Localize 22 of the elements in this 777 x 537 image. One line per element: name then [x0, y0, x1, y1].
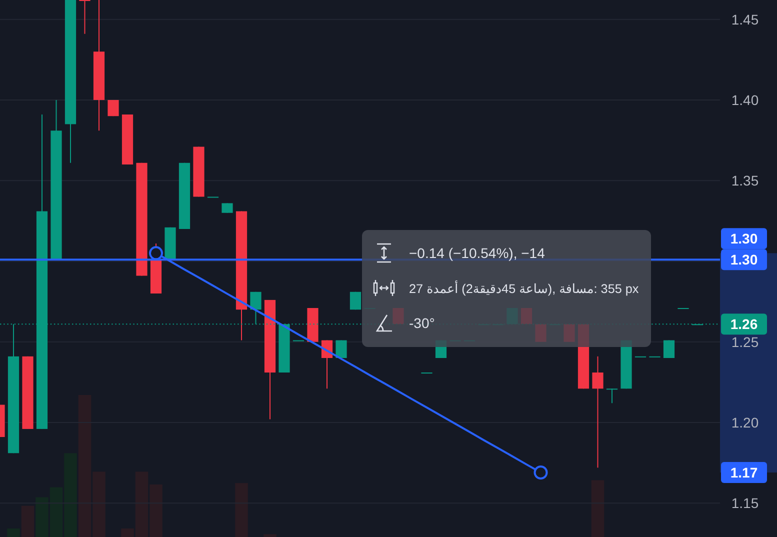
text: 1.17: [730, 464, 758, 481]
candlestick: [564, 324, 575, 342]
y-tick-label: 1.45: [731, 11, 759, 28]
candlestick: [222, 202, 233, 214]
candlestick: [392, 308, 404, 325]
text: 1.30: [730, 230, 758, 247]
bar: [21, 506, 34, 537]
y-tick-label: 1.15: [731, 495, 759, 512]
candlestick: [535, 324, 546, 342]
bar: [7, 528, 20, 537]
ref-line-label: 1.26: [730, 316, 758, 332]
y-tick-label: 1.20: [731, 414, 759, 431]
y-tick-label: 1.35: [731, 172, 759, 189]
candlestick: [592, 356, 604, 468]
ref-line-label: 1.30: [730, 252, 758, 268]
annotation: -30°: [409, 315, 435, 331]
candlestick: [606, 388, 618, 404]
candlestick: [520, 308, 532, 324]
y-tick-label: 1.40: [731, 92, 759, 108]
y-tick-label: 1.25: [731, 334, 759, 350]
candlestick: [79, 0, 90, 34]
annotation: −0.14 (−10.54%), −14: [409, 245, 546, 261]
